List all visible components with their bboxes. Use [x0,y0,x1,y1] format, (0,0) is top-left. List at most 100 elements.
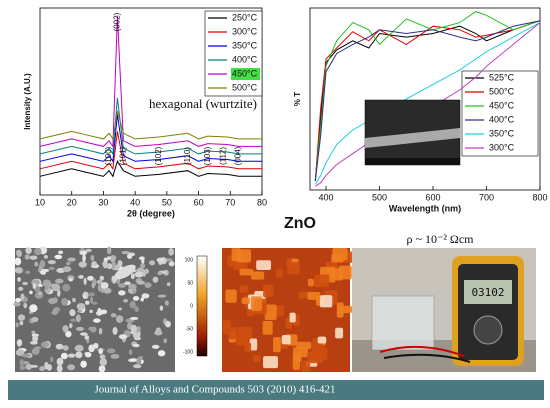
resistivity: ρ ~ 10⁻² Ωcm [407,232,475,246]
afm-grain [335,327,344,339]
grain [31,316,39,323]
afm-grain [263,356,278,369]
grain [118,283,127,288]
grain [47,260,56,265]
x-axis-label: Wavelength (nm) [389,203,461,213]
grain [98,327,103,335]
grain [109,255,117,260]
grain [112,327,118,335]
grain [65,261,71,266]
afm-grain [249,338,258,351]
grain [39,366,46,372]
probe-lead [383,353,471,363]
grain [130,324,137,333]
series-line [39,131,262,171]
grain [15,349,25,356]
x-tick-label: 60 [194,197,204,207]
x-tick-label: 80 [257,197,267,207]
afm-grain [228,327,237,340]
grain [129,349,133,355]
grain [41,268,50,273]
series-line [39,97,262,156]
grain [166,282,171,287]
grain [159,305,164,311]
afm-grain [296,341,312,350]
grain [31,347,40,355]
afm-colorbar [196,255,208,357]
x-tick-label: 50 [162,197,172,207]
grain [100,282,109,289]
grain [32,282,37,290]
grain [132,289,136,294]
legend-label: 500°C [489,86,515,96]
grain [132,343,140,348]
grain [14,257,22,266]
grain [134,271,144,278]
grain [25,270,31,274]
grain [29,364,39,368]
grain [80,360,87,368]
grain [110,313,117,318]
grain [168,248,174,256]
grain [34,247,42,256]
grain [39,260,46,268]
x-tick-label: 500 [372,192,387,202]
legend-label: 400°C [489,114,515,124]
afm-grain [263,284,274,298]
x-tick-label: 600 [426,192,441,202]
grain [132,296,140,301]
grain [91,261,97,267]
grain [128,283,137,290]
grain [55,278,64,284]
grain [42,279,52,288]
grain [116,277,121,285]
grain [21,353,31,358]
grain [165,320,171,328]
grain [97,307,102,316]
grain [157,294,167,298]
afm-grain [281,334,291,345]
grain [52,307,58,316]
note: hexagonal (wurtzite) [149,96,257,111]
grain [90,254,95,262]
legend-box [461,70,539,157]
y-axis-label: % T [293,92,302,106]
grain [17,277,21,282]
grain [38,283,43,287]
x-axis-label: 2θ (degree) [127,208,175,218]
grain [91,282,95,289]
grain [98,365,106,373]
colorbar-label: 50 [187,280,193,286]
legend-label: 500°C [232,82,258,92]
grain [98,348,103,355]
legend-highlight [231,68,260,80]
grain [22,281,29,286]
grain [107,246,112,255]
photo: 03102 [352,248,536,372]
grain [151,344,160,349]
legend-label: 350°C [489,128,515,138]
grain [75,314,81,323]
afm-grain [301,360,311,372]
grain [141,256,145,265]
grain [118,290,126,296]
meter-reading: 03102 [471,286,504,299]
grain [93,318,101,323]
afm-grain [307,291,321,300]
probe-lead [379,345,465,357]
grain [115,315,124,323]
afm-grain [252,355,261,363]
grain [56,364,63,373]
grain [90,326,97,333]
grain [91,301,98,305]
grain [18,286,24,291]
grain [43,255,48,259]
afm-grain [239,285,248,293]
series-line [314,20,541,181]
grain [15,322,19,328]
peak-label: (002) [112,12,121,31]
grain [62,266,72,273]
afm-grain [239,268,254,276]
